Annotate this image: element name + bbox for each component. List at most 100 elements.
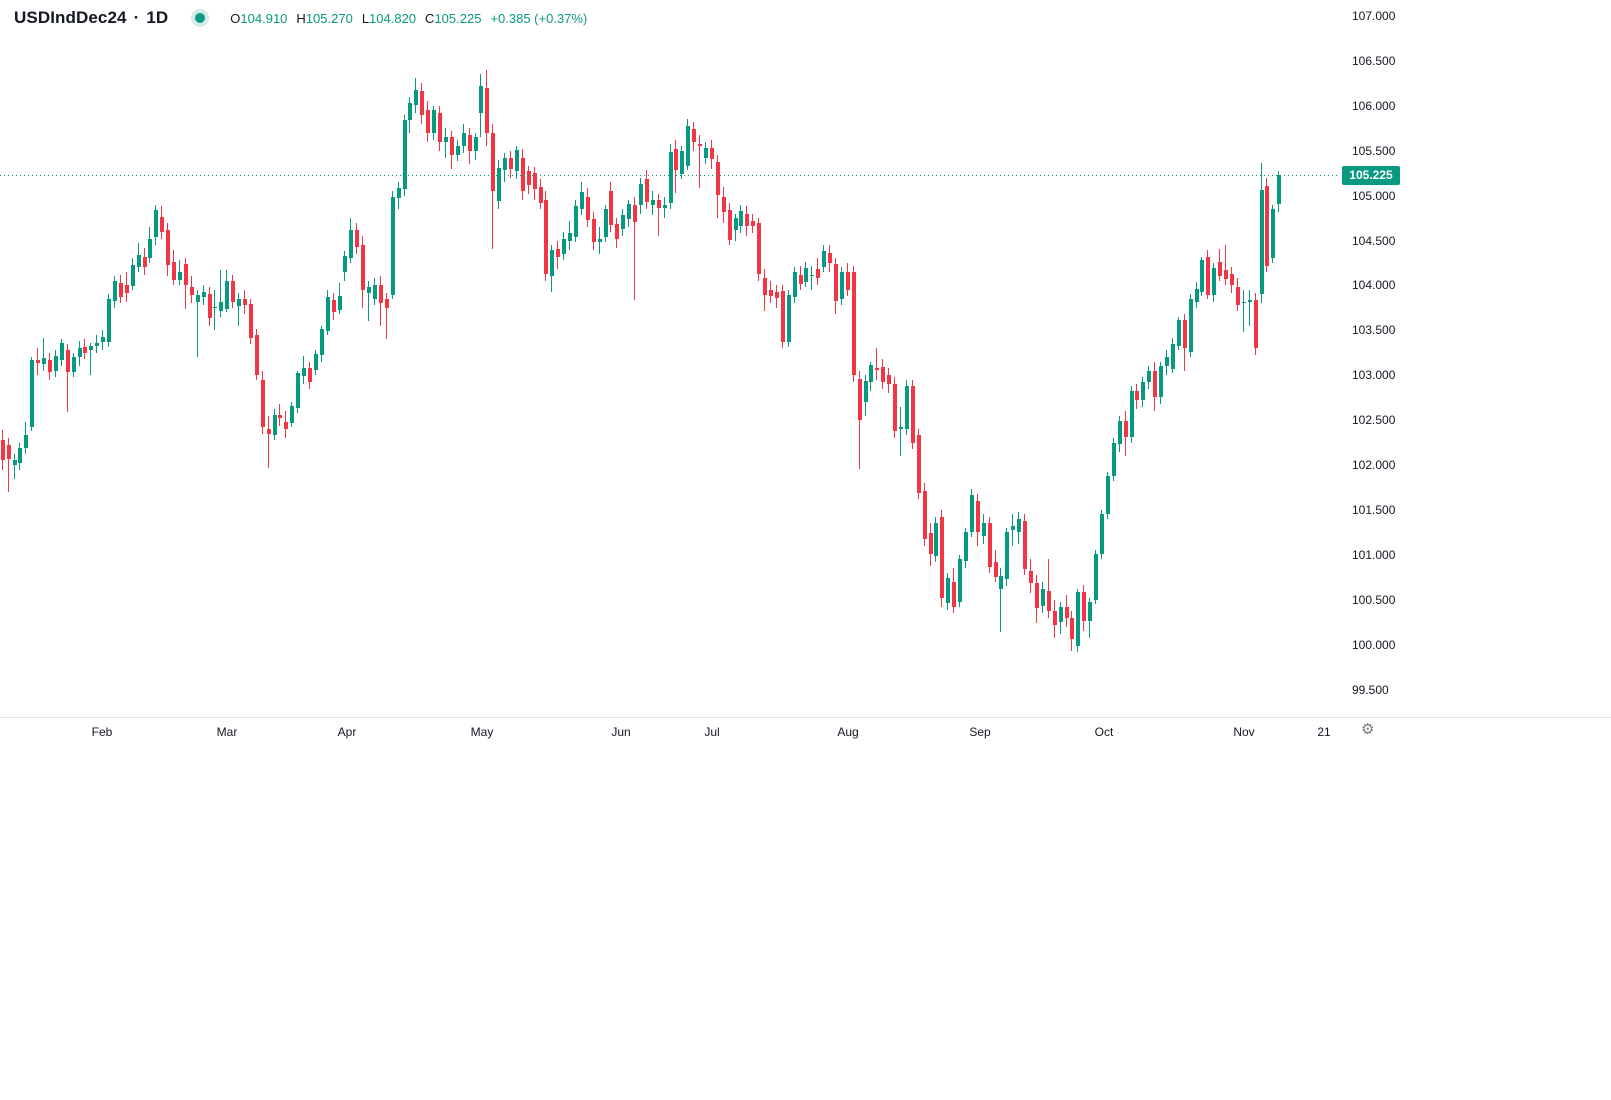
candle-down [491,133,495,191]
candle-down [284,422,288,429]
candle-down [674,149,678,170]
candle-down [166,230,170,265]
candle-up [343,256,347,272]
candle-up [840,272,844,299]
candlestick-chart-canvas[interactable] [0,0,1611,745]
candle-down [208,294,212,318]
candle-down [751,221,755,226]
candle-up [1165,357,1169,366]
candle-down [1023,521,1027,569]
candle-up [1059,607,1063,622]
time-axis-label: Sep [969,725,991,739]
time-axis-label: Jul [704,725,720,739]
candle-down [923,491,927,539]
candle-up [1242,302,1246,303]
candle-down [509,158,513,169]
candle-up [1017,519,1021,532]
candle-up [403,120,407,189]
candle-down [355,230,359,247]
candle-down [267,429,271,434]
price-axis-tick-label: 102.500 [1352,413,1396,428]
candle-up [787,295,791,342]
candle-down [143,257,147,267]
candle-down [527,171,531,185]
price-axis-tick-label: 104.500 [1352,233,1396,248]
candle-up [680,151,684,174]
candle-up [219,302,223,311]
time-axis-label: Oct [1094,725,1114,739]
candle-up [739,211,743,226]
candle-up [1195,289,1199,302]
candle-down [1183,320,1187,348]
candle-down [379,285,383,303]
candle-up-wick [368,281,369,321]
candle-down [1082,592,1086,621]
candle-down [7,445,11,459]
candle-down [544,200,548,274]
candle-down [533,173,537,189]
candle-up [639,184,643,205]
last-price-label[interactable]: 105.225 [1342,165,1400,185]
candle-down [36,360,40,363]
candle-up [349,230,353,258]
candle-up [1260,190,1264,294]
candle-up [456,146,460,155]
candle-up [982,523,986,536]
candle-up [479,86,483,113]
candle-up [213,307,217,308]
time-axis-label: Mar [216,725,238,739]
candle-up [137,255,141,267]
low-label: L [361,10,370,26]
candle-down-wick [268,416,269,468]
candle-up-wick [220,270,221,317]
candle-up [78,348,82,357]
time-axis-label: Feb [91,725,113,739]
candle-down-wick [658,194,659,236]
candle-up [314,354,318,370]
candle-down [633,205,637,222]
price-axis-tick-label: 107.000 [1352,8,1396,23]
time-axis-border [0,717,1611,718]
candle-up [1076,592,1080,646]
gear-icon[interactable]: ⚙ [1361,721,1375,738]
candle-up [302,368,306,376]
price-axis-tick-label: 103.500 [1352,323,1396,338]
candle-down [1070,618,1074,639]
candle-down [940,517,944,598]
candle-up [107,299,111,342]
chart-legend: USDIndDec24 · 1D O 104.910 H 105.270 L 1… [14,6,587,30]
green-status-dot-icon[interactable] [195,13,206,23]
candle-up [734,218,738,230]
candle-down [1254,300,1258,348]
candle-down [361,245,365,290]
candle-up [154,210,158,237]
candle-up [196,295,200,302]
candle-up [1011,526,1015,530]
price-axis-tick-label: 105.500 [1352,143,1396,158]
time-axis-label: Nov [1233,725,1255,739]
candle-down [887,375,891,384]
candle-down [83,347,87,353]
candle-up [970,495,974,532]
interval-label[interactable]: 1D [146,8,169,27]
candle-down [308,368,312,382]
candle-down [609,191,613,225]
candle-up [686,126,690,166]
candle-up [367,287,371,293]
candle-down [1065,607,1069,618]
symbol-title[interactable]: USDIndDec24 [14,8,127,27]
candle-down [698,144,702,146]
candle-down [692,129,696,142]
candle-up [89,346,93,350]
candle-down [438,113,442,142]
candle-up [964,532,968,561]
candle-up-wick [14,454,15,479]
candle-down [615,224,619,239]
candle-up [869,365,873,382]
candle-up [822,251,826,267]
candle-up [934,523,938,556]
candle-down [278,415,282,418]
candle-up [54,356,58,371]
price-axis-tick-label: 99.500 [1352,682,1389,697]
